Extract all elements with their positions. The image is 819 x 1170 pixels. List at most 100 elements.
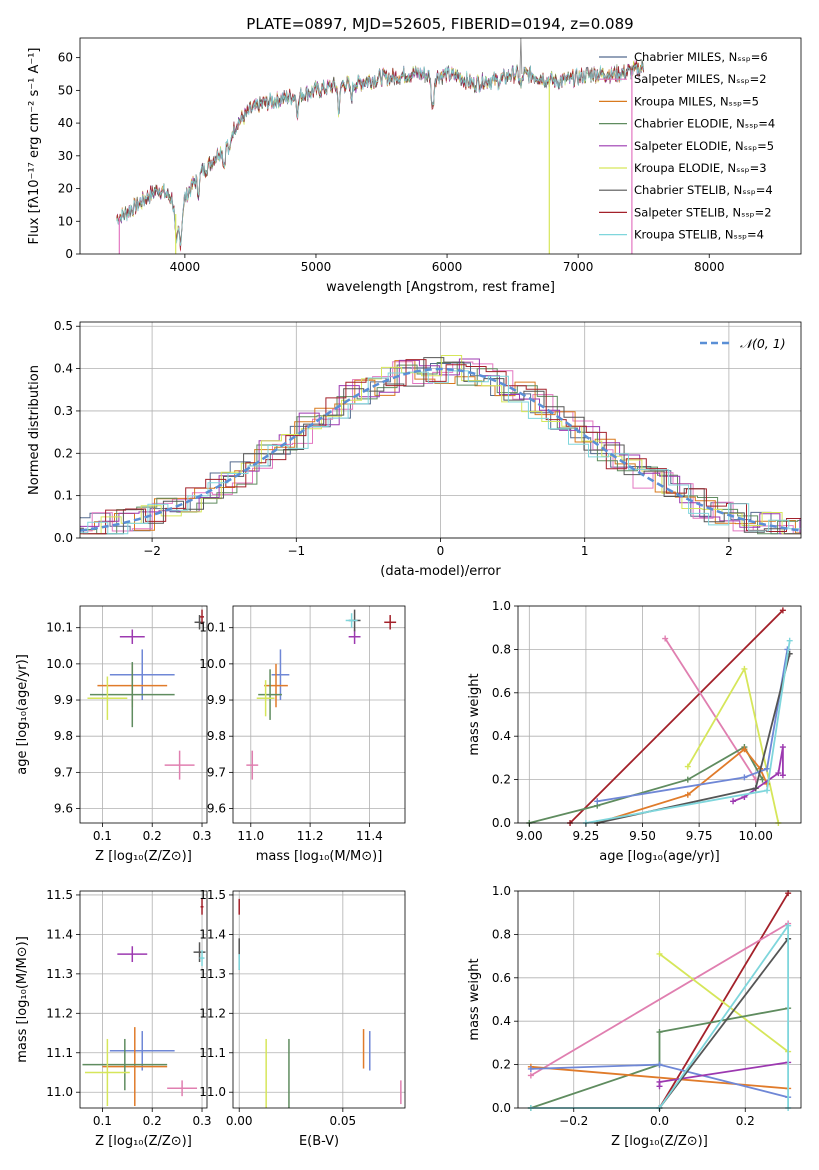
weight-marker <box>764 787 771 794</box>
weight-marker <box>779 607 786 614</box>
x-tick-label: 11.0 <box>237 829 264 843</box>
weight-line <box>530 922 789 1077</box>
y-tick-label: 0.6 <box>492 971 511 985</box>
y-tick-label: 1.0 <box>492 884 511 898</box>
x-tick-label: 0.00 <box>226 1114 253 1128</box>
y-tick-label: 10.1 <box>46 621 73 635</box>
legend-entry: Chabrier ELODIE, Nₛₛₚ=4 <box>634 117 775 131</box>
spectrum-series-line <box>116 61 645 251</box>
y-axis-label: mass [log₁₀(M/M⊙)] <box>15 936 30 1063</box>
y-tick-label: 1.0 <box>492 599 511 613</box>
weight-marker <box>779 744 786 751</box>
x-tick-label: 9.50 <box>629 829 656 843</box>
data-point <box>271 649 290 701</box>
data-point <box>87 676 128 720</box>
panel-age-vs-mass: 11.0 11.2 11.4 9.6 9.7 9.8 9.9 10.0 10.1 mass [lo… <box>199 605 406 864</box>
errorbar-points <box>82 898 206 1107</box>
x-tick-label: 0.05 <box>329 1114 356 1128</box>
plot-area <box>246 609 397 780</box>
x-tick-label: 0.2 <box>143 1114 162 1128</box>
weight-marker <box>527 1072 534 1079</box>
y-tick-label: 11.0 <box>46 1085 73 1099</box>
y-tick-label: 10.1 <box>199 621 226 635</box>
y-tick-label: 9.9 <box>54 693 73 707</box>
y-tick-label: 11.0 <box>199 1085 226 1099</box>
weight-line <box>569 609 784 824</box>
y-tick-label: 11.2 <box>46 1006 73 1020</box>
spectrum-series-line <box>116 62 644 247</box>
data-point <box>264 663 288 708</box>
panel-spectrum: 4000 5000 6000 7000 8000 0 10 20 30 40 50 60 wavelen… <box>27 37 802 295</box>
errorbar-points <box>238 898 402 1108</box>
x-tick-label: 6000 <box>432 260 463 274</box>
y-tick-label: 0 <box>65 247 73 261</box>
weight-marker <box>594 798 601 805</box>
weight-marker <box>741 774 748 781</box>
panel-age-vs-Z: 0.1 0.2 0.3 9.6 9.7 9.8 9.9 10.0 10.1 Z [log₁₀(Z/… <box>15 605 212 864</box>
y-tick-label: 40 <box>58 116 73 130</box>
data-point <box>348 629 361 644</box>
y-tick-label: 0.0 <box>54 531 73 545</box>
histogram-series <box>80 357 801 535</box>
x-tick-label: 0.2 <box>143 829 162 843</box>
weight-marker <box>684 763 691 770</box>
emission-spike <box>519 38 523 78</box>
y-tick-label: 0.6 <box>492 686 511 700</box>
x-axis-label: Z [log₁₀(Z/Z⊙)] <box>95 1134 192 1149</box>
panel-weight-vs-Z: −0.2 0.0 0.2 0.0 0.2 0.4 0.6 0.8 1.0 Z [log₁₀(Z/Z… <box>467 884 802 1149</box>
data-point <box>84 1038 130 1107</box>
normal-curve <box>80 367 801 532</box>
y-tick-label: 11.5 <box>46 888 73 902</box>
gridlines <box>233 891 405 1108</box>
x-axis-label: (data-model)/error <box>380 564 501 579</box>
x-tick-label: 7000 <box>563 260 594 274</box>
data-point <box>82 1038 168 1091</box>
weight-marker <box>779 772 786 779</box>
y-tick-label: 0.2 <box>492 1058 511 1072</box>
axes-frame <box>517 890 802 1109</box>
data-point <box>164 750 195 780</box>
panel-mass-vs-Z: 0.1 0.2 0.3 11.0 11.1 11.2 11.3 11.4 11.5 Z [log₁… <box>15 888 212 1149</box>
x-tick-label: 1 <box>581 544 589 558</box>
plot-area <box>82 898 206 1107</box>
data-point <box>89 662 175 728</box>
weight-line <box>530 1065 789 1090</box>
data-point <box>258 669 282 720</box>
weight-line <box>596 747 768 824</box>
panel-mass-vs-ebv: 0.00 0.05 11.0 11.1 11.2 11.3 11.4 11.5 E(B-V) <box>199 888 406 1149</box>
y-tick-label: 60 <box>58 51 73 65</box>
weight-marker <box>730 798 737 805</box>
spectrum-lines <box>116 38 645 254</box>
data-point <box>200 609 205 625</box>
x-tick-label: −0.2 <box>559 1114 588 1128</box>
y-tick-label: 9.6 <box>207 802 226 816</box>
weight-marker <box>656 950 663 957</box>
y-tick-label: 0.4 <box>492 1014 511 1028</box>
x-tick-label: 9.75 <box>686 829 713 843</box>
weight-marker <box>775 770 782 777</box>
x-axis-label: wavelength [Angstrom, rest frame] <box>326 280 555 295</box>
y-tick-label: 0.4 <box>54 362 73 376</box>
y-tick-label: 0.8 <box>492 927 511 941</box>
axes-frame <box>79 890 208 1109</box>
legend-entry: Salpeter STELIB, Nₛₛₚ=2 <box>634 205 772 219</box>
data-point <box>119 629 145 644</box>
x-tick-label: −1 <box>287 544 305 558</box>
y-tick-label: 9.6 <box>54 802 73 816</box>
y-axis-label: Normed distribution <box>27 365 42 495</box>
y-axis-label: mass weight <box>467 958 482 1040</box>
x-tick-label: 11.2 <box>297 829 324 843</box>
y-axis-label: age [log₁₀(age/yr)] <box>15 654 30 775</box>
x-tick-label: 0.3 <box>192 1114 211 1128</box>
axes-frame <box>79 605 208 824</box>
y-tick-label: 10.0 <box>46 657 73 671</box>
y-tick-label: 10.0 <box>199 657 226 671</box>
plot-area <box>80 355 801 535</box>
y-tick-label: 0.3 <box>54 404 73 418</box>
y-tick-label: 0.4 <box>492 729 511 743</box>
x-tick-label: 11.4 <box>356 829 383 843</box>
axes-frame <box>232 890 406 1109</box>
y-tick-label: 50 <box>58 83 73 97</box>
weight-marker <box>527 1065 534 1072</box>
x-axis-label: age [log₁₀(age/yr)] <box>599 849 720 864</box>
